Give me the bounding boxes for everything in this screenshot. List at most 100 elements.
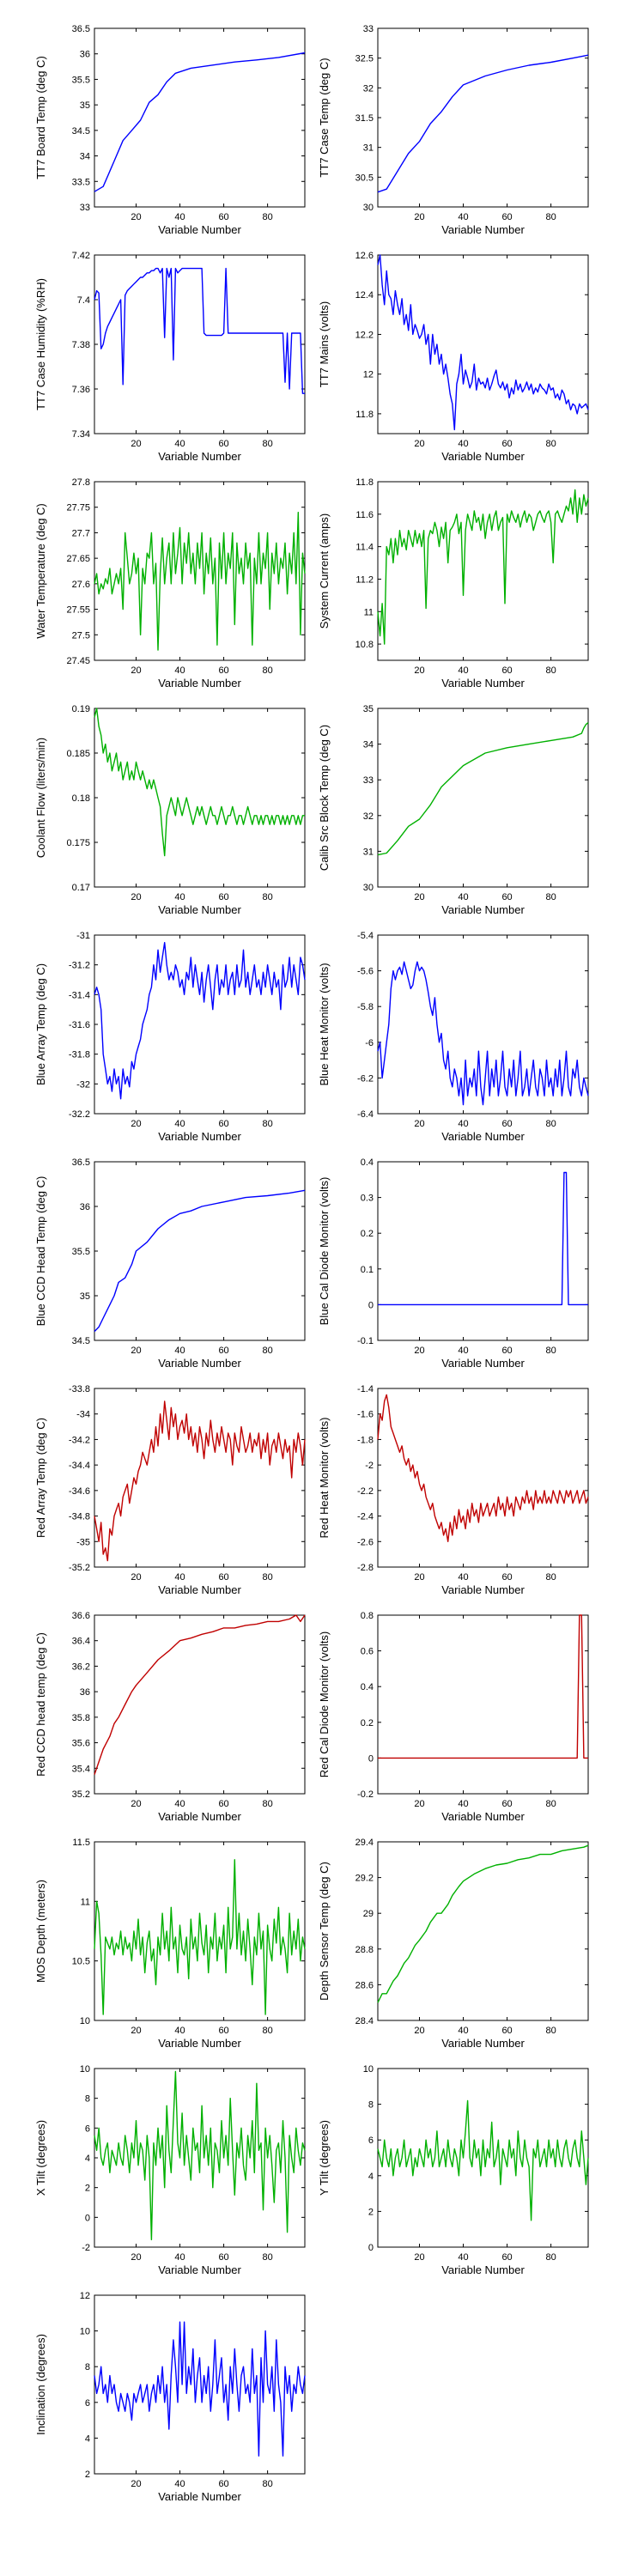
x-tick: 80 (262, 2295, 273, 2489)
x-tick-label: 40 (458, 1799, 468, 1809)
x-tick-label: 20 (414, 1799, 424, 1809)
y-tick: -2.6 (357, 1537, 588, 1547)
y-tick-label: -31.8 (69, 1050, 90, 1060)
y-tick-label: 27.6 (72, 580, 90, 590)
series-line-tt7-case-temp-deg-c (377, 54, 589, 193)
y-tick-label: 36.2 (72, 1662, 90, 1672)
y-tick: 12 (363, 370, 588, 380)
x-tick: 20 (131, 1388, 142, 1583)
panel-tt7-mains-volts: 20 40 60 80 11.8 12 12.2 12.4 12.6 Variable Numbe… (318, 251, 589, 463)
y-tick-label: -34.8 (69, 1512, 90, 1522)
panel-red-ccd-head-temp-deg-c: 20 40 60 80 35.2 35.4 35.6 35.8 36 36.2 36.4 36.6 Va… (34, 1611, 306, 1823)
y-tick: 33 (80, 203, 305, 213)
y-tick: 27.55 (66, 605, 305, 616)
y-tick: -2.2 (357, 1486, 588, 1497)
y-tick-label: 12.4 (355, 290, 374, 301)
x-tick-label: 20 (131, 212, 141, 222)
y-tick-label: 0.4 (361, 1682, 374, 1692)
y-tick: -1.4 (357, 1384, 588, 1394)
x-tick-label: 80 (545, 665, 556, 676)
y-tick-label: 12.6 (355, 251, 374, 261)
y-tick: -35 (76, 1537, 305, 1547)
y-tick: -5.4 (357, 931, 588, 941)
y-tick: 7.42 (72, 251, 305, 261)
y-tick: 0.185 (66, 749, 305, 759)
y-tick-label: -2.4 (357, 1512, 374, 1522)
x-tick: 80 (262, 1842, 273, 2036)
plot-area (377, 1614, 589, 1795)
y-tick-label: 11.2 (355, 574, 374, 585)
y-axis-label: Coolant Flow (liters/min) (34, 738, 47, 858)
x-tick: 40 (458, 1388, 469, 1583)
y-tick-label: 10 (363, 2064, 374, 2075)
y-tick-label: 27.45 (66, 656, 90, 666)
series-line-tt7-board-temp-deg-c (94, 52, 306, 192)
y-tick-label: 36 (80, 50, 90, 60)
y-tick: 11.8 (355, 477, 588, 488)
y-tick: 7.36 (72, 385, 305, 395)
x-tick-label: 80 (545, 892, 556, 902)
x-tick: 40 (458, 708, 469, 902)
y-axis-label: System Current (amps) (318, 513, 331, 629)
x-tick-label: 80 (262, 2479, 272, 2489)
y-tick: 4 (85, 2154, 305, 2164)
x-tick: 40 (174, 1615, 185, 1809)
panel-tt7-board-temp-deg-c: 20 40 60 80 33 33.5 34 34.5 35 35.5 36 36.5 Variable… (34, 24, 306, 236)
series-line-tt7-mains-volts (377, 254, 589, 431)
y-tick-label: 10 (80, 2016, 90, 2026)
y-axis-label: Blue CCD Head Temp (deg C) (34, 1176, 47, 1327)
y-tick-label: 12 (363, 370, 374, 380)
panel-red-array-temp-deg-c: 20 40 60 80 -35.2 -35 -34.8 -34.6 -34.4 -34.2 -34 -… (34, 1384, 306, 1596)
y-tick-label: -1.4 (357, 1384, 374, 1394)
x-tick: 20 (414, 1615, 425, 1809)
y-tick: 33 (363, 24, 588, 34)
y-tick-label: 10.5 (72, 1957, 90, 1967)
x-tick: 20 (414, 935, 425, 1129)
y-tick: 0.2 (361, 1229, 588, 1239)
x-tick-label: 80 (545, 439, 556, 449)
y-tick: 36.5 (72, 24, 305, 34)
x-tick-label: 20 (131, 1572, 141, 1583)
x-tick-label: 20 (414, 439, 424, 449)
x-tick: 60 (501, 1388, 513, 1583)
x-tick-label: 40 (174, 2026, 185, 2036)
x-tick: 80 (262, 482, 273, 676)
x-tick: 60 (501, 255, 513, 449)
x-tick: 40 (458, 1615, 469, 1809)
y-tick: -2 (82, 2243, 305, 2253)
x-tick: 20 (414, 708, 425, 902)
x-tick: 80 (545, 255, 556, 449)
y-tick-label: -31.6 (69, 1020, 90, 1030)
series-line-inclination-degrees (94, 2321, 306, 2457)
x-tick-label: 60 (501, 212, 512, 222)
y-tick: 33.5 (72, 177, 305, 187)
x-tick: 20 (131, 935, 142, 1129)
y-tick-label: 0.175 (66, 838, 90, 848)
panel-y-tilt-degrees: 20 40 60 80 0 2 4 6 8 10 Variable Number Y Tilt (de… (318, 2064, 589, 2276)
x-tick-label: 20 (414, 1572, 424, 1583)
y-tick: 35.6 (72, 1739, 305, 1749)
y-tick: 34 (363, 740, 588, 750)
y-tick-label: 31.5 (355, 113, 374, 124)
y-tick: -0.2 (357, 1789, 588, 1800)
series-line-blue-heat-monitor-volts (377, 961, 589, 1106)
y-tick-label: -5.6 (357, 967, 374, 977)
x-tick: 60 (218, 28, 229, 222)
series-line-blue-array-temp-deg-c (94, 941, 306, 1100)
y-tick: 10.5 (72, 1957, 305, 1967)
x-tick-label: 60 (218, 1346, 228, 1356)
y-tick-label: 8 (85, 2094, 90, 2105)
x-tick-label: 40 (458, 1119, 468, 1129)
x-tick: 40 (174, 1842, 185, 2036)
y-tick: 35.5 (72, 1247, 305, 1257)
y-tick-label: -32 (76, 1079, 90, 1090)
y-tick: -31 (76, 931, 305, 941)
y-tick-label: 35.2 (72, 1789, 90, 1800)
x-tick: 60 (501, 708, 513, 902)
x-tick: 80 (545, 28, 556, 222)
x-axis-label: Variable Number (158, 1810, 241, 1823)
x-tick-label: 20 (131, 2026, 141, 2036)
y-tick-label: 30 (363, 203, 374, 213)
y-tick-label: 28.4 (355, 2016, 374, 2026)
y-tick: 0.4 (361, 1682, 588, 1692)
